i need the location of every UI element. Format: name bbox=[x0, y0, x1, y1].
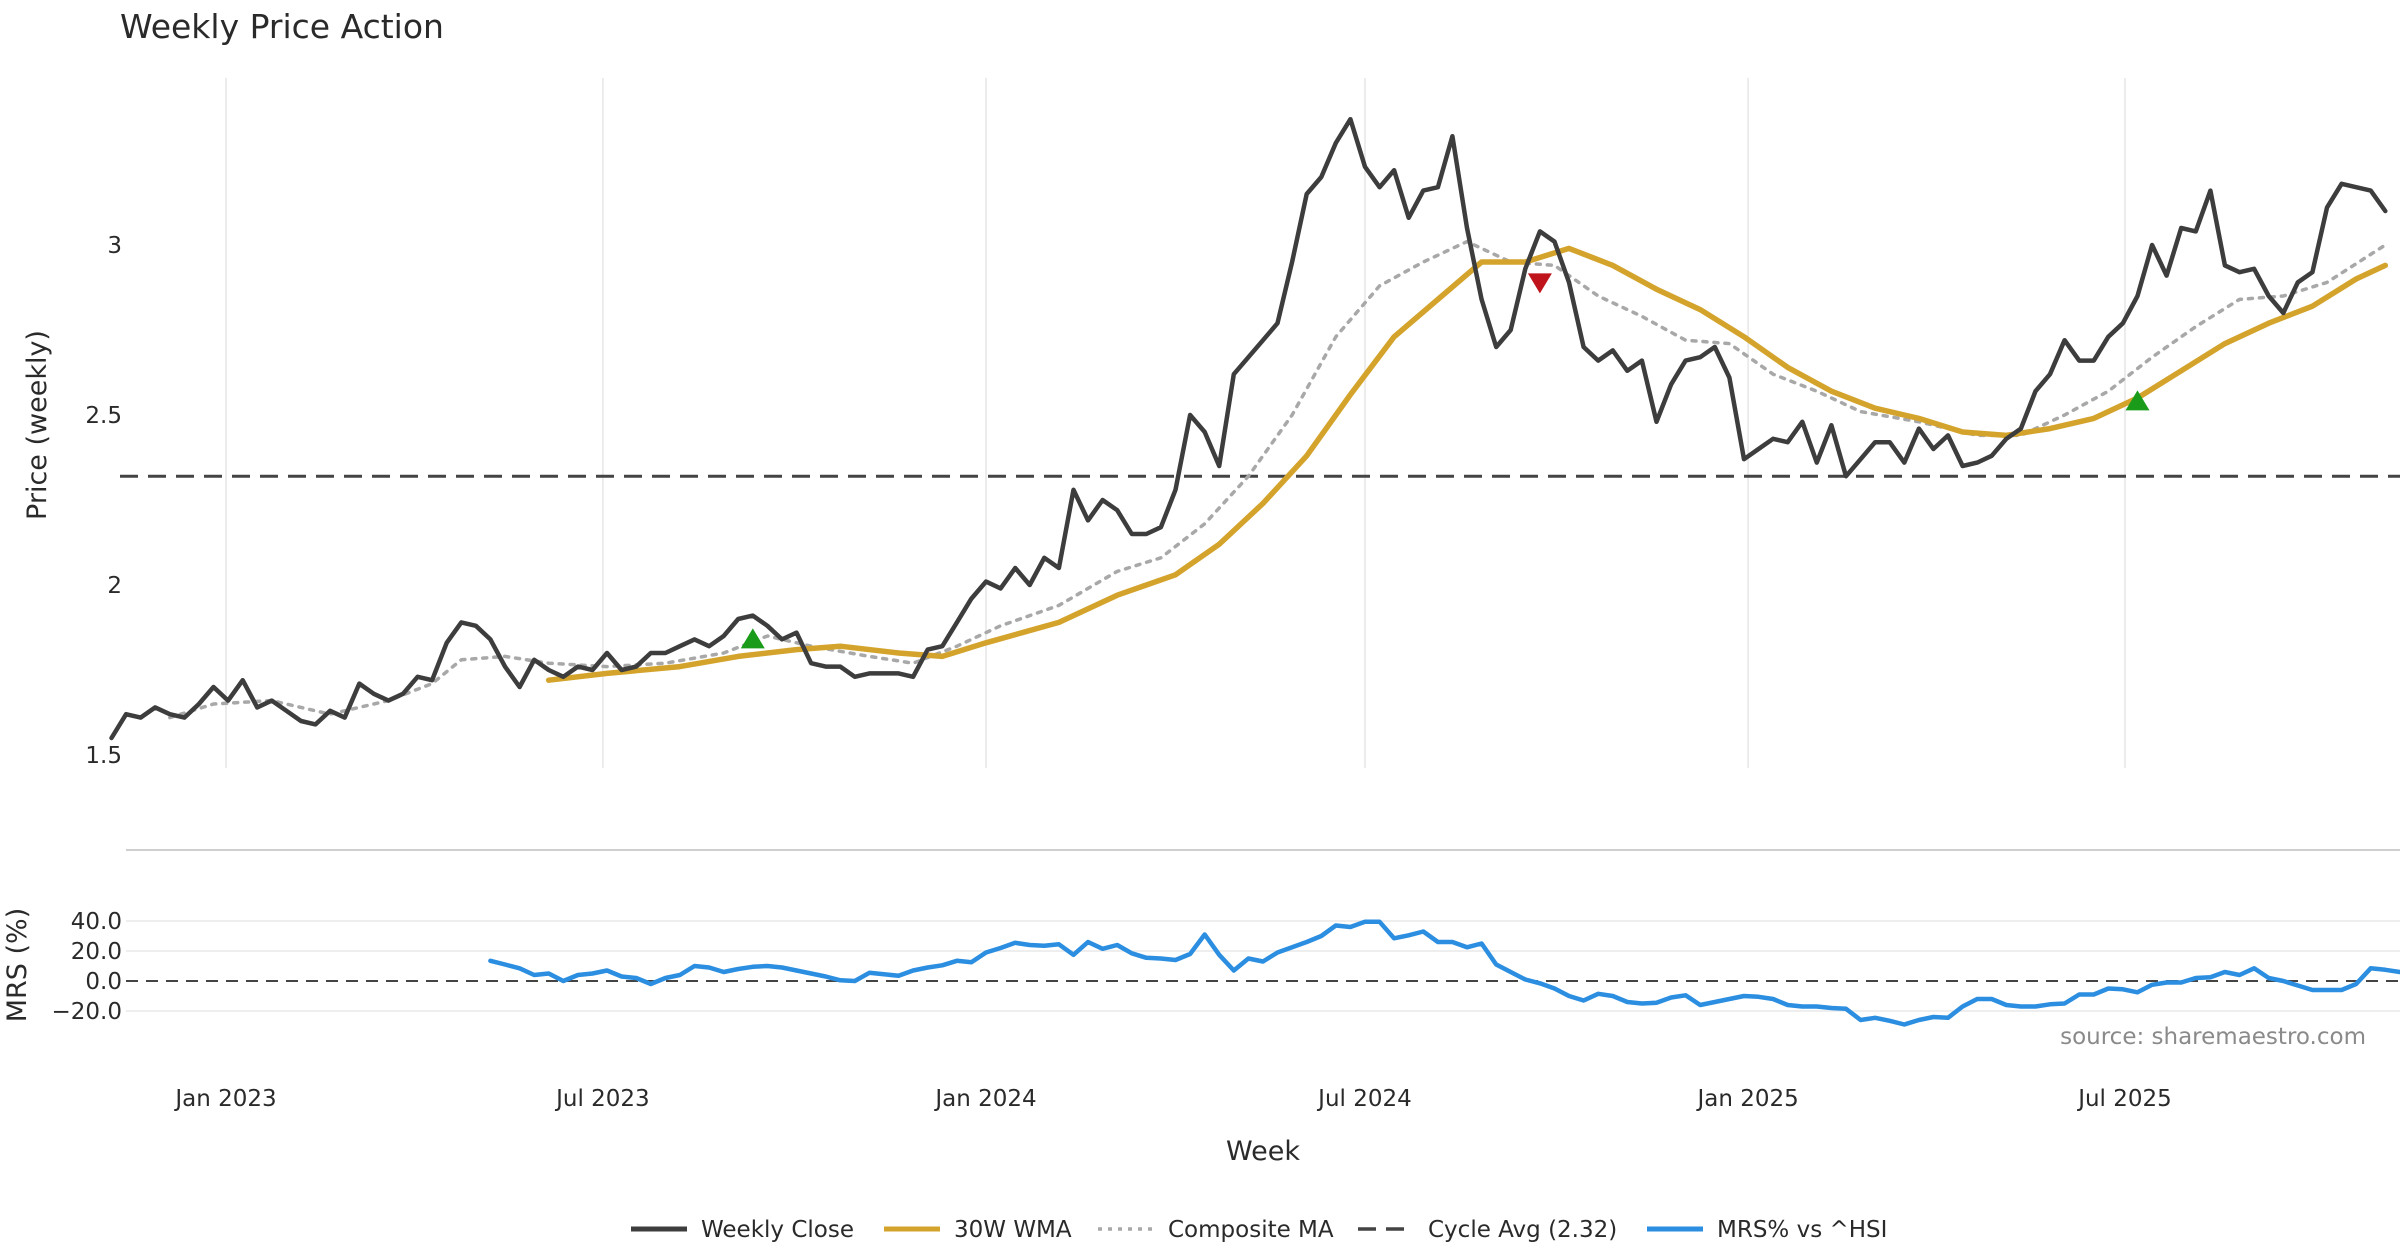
legend-label: Composite MA bbox=[1168, 1217, 1334, 1243]
legend-label: 30W WMA bbox=[954, 1217, 1072, 1243]
buy-signal-marker bbox=[740, 628, 765, 649]
x-axis-label: Week bbox=[1226, 1136, 1300, 1167]
grid-layer bbox=[126, 78, 2400, 1012]
composite-ma-line bbox=[168, 239, 2388, 720]
x-tick-label: Jul 2023 bbox=[554, 1086, 650, 1112]
source-note: source: sharemaestro.com bbox=[2060, 1024, 2366, 1050]
weekly-close-line bbox=[109, 116, 2388, 741]
mrs-line bbox=[488, 919, 2400, 1027]
price-y-tick-label: 3 bbox=[107, 233, 122, 259]
price-plot bbox=[109, 116, 2400, 741]
tick-labels: Jan 2023 Jul 2023 Jan 2024 Jul 2024 Jan 2025… bbox=[52, 233, 2172, 1112]
mrs-y-tick-label: 40.0 bbox=[71, 909, 122, 935]
price-y-tick-label: 1.5 bbox=[85, 743, 122, 769]
buy-signal-marker bbox=[2125, 390, 2150, 411]
mrs-y-tick-label: 0.0 bbox=[85, 969, 122, 995]
mrs-plot bbox=[488, 919, 2400, 1027]
x-tick-label: Jul 2025 bbox=[2076, 1086, 2172, 1112]
chart-title: Weekly Price Action bbox=[120, 7, 444, 46]
price-y-tick-label: 2 bbox=[107, 573, 122, 599]
price-axis-label: Price (weekly) bbox=[22, 330, 53, 520]
30w-wma-line bbox=[545, 245, 2389, 683]
legend: Weekly Close 30W WMA Composite MA Cycle Avg… bbox=[631, 1217, 1887, 1243]
x-tick-label: Jul 2024 bbox=[1316, 1086, 1412, 1112]
mrs-y-tick-label: 20.0 bbox=[71, 939, 122, 965]
legend-label: Cycle Avg (2.32) bbox=[1428, 1217, 1617, 1243]
mrs-y-tick-label: −20.0 bbox=[52, 999, 122, 1025]
legend-label: Weekly Close bbox=[701, 1217, 854, 1243]
x-tick-label: Jan 2025 bbox=[1695, 1086, 1798, 1112]
sell-signal-marker bbox=[1527, 273, 1552, 294]
legend-label: MRS% vs ^HSI bbox=[1717, 1217, 1887, 1243]
mrs-axis-label: MRS (%) bbox=[2, 908, 33, 1023]
price-y-tick-label: 2.5 bbox=[85, 403, 122, 429]
x-tick-label: Jan 2024 bbox=[933, 1086, 1036, 1112]
x-tick-label: Jan 2023 bbox=[173, 1086, 276, 1112]
